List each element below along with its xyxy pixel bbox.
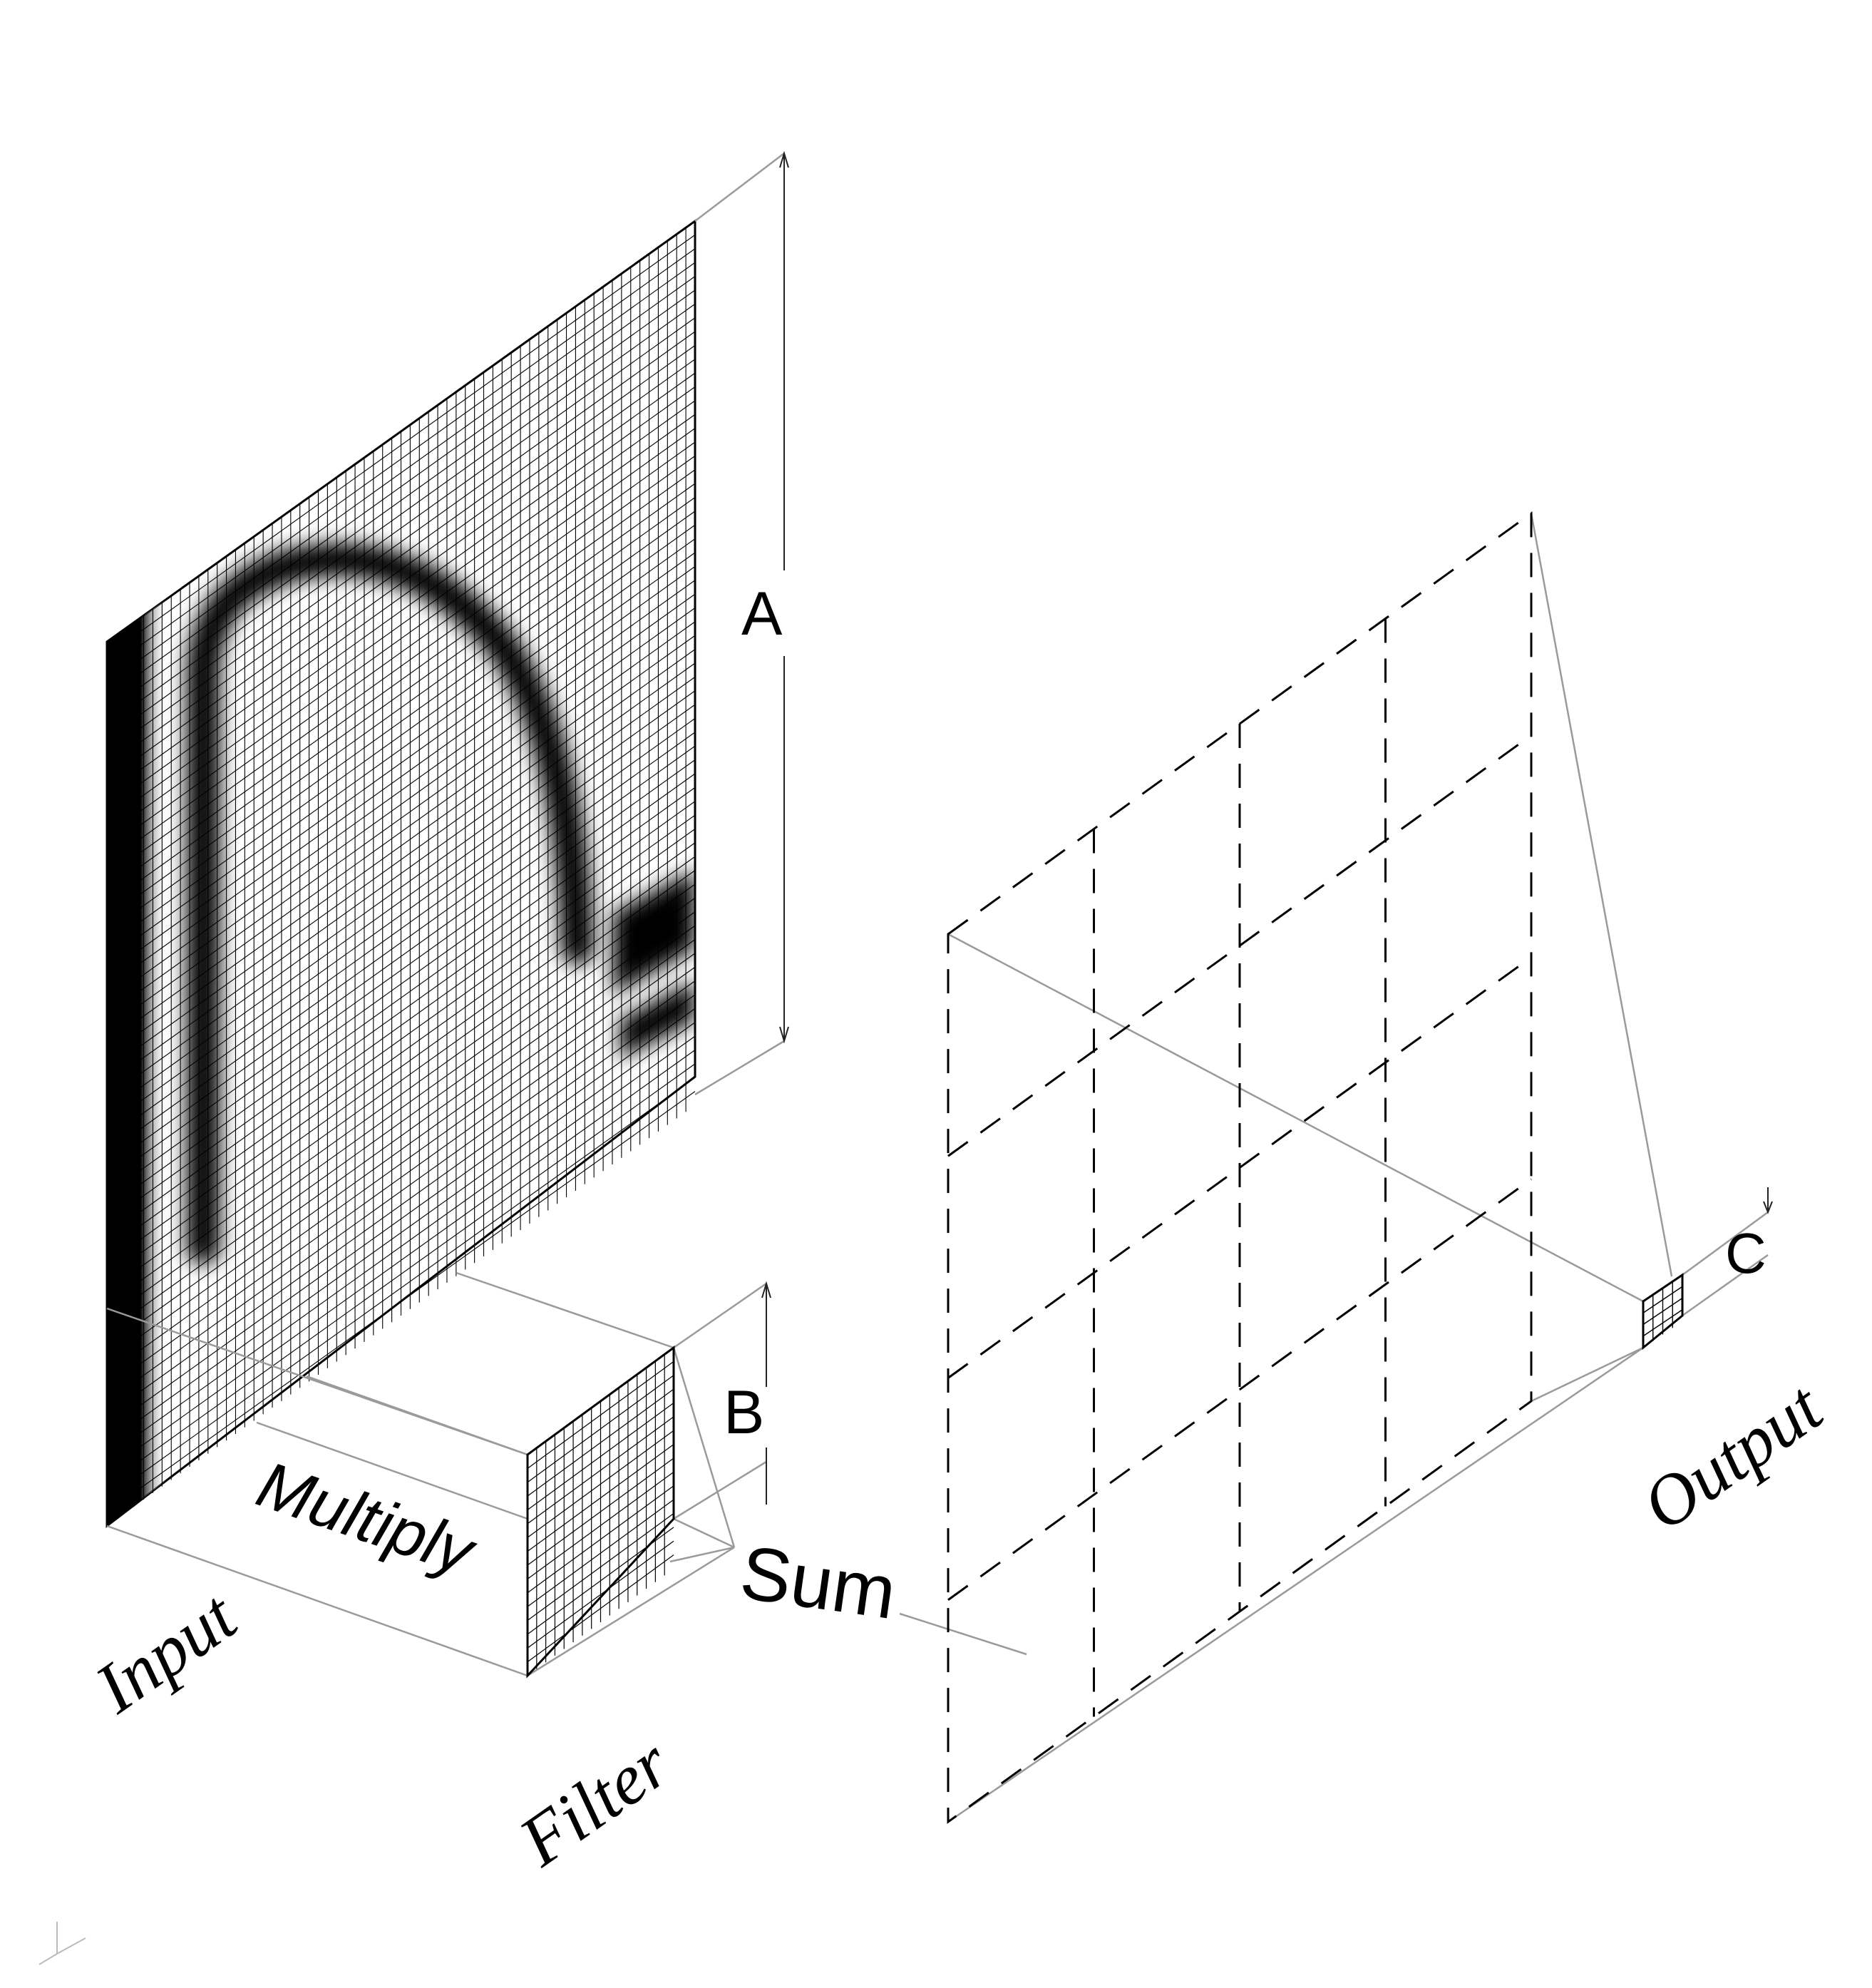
input-grid-line xyxy=(106,1077,696,1499)
dimension-lines xyxy=(761,150,1773,1505)
input-panel xyxy=(106,219,696,1529)
output-plane-grid xyxy=(947,618,1532,1717)
input-grid-line xyxy=(106,842,696,1264)
filter-label: Filter xyxy=(505,1723,684,1882)
input-grid-line xyxy=(106,1050,696,1471)
input-grid-line xyxy=(106,745,696,1167)
input-label: Input xyxy=(81,1576,251,1728)
filter-grid-line xyxy=(527,1527,674,1635)
input-grid-line xyxy=(106,939,696,1361)
sum-label: Sum xyxy=(736,1530,901,1635)
dimension-label-c: C xyxy=(1725,1221,1766,1285)
output-plane-grid-line xyxy=(947,956,1532,1379)
filter-grid-line xyxy=(527,1513,674,1621)
input-grid-line xyxy=(106,1091,696,1513)
input-grid-line xyxy=(106,1022,696,1444)
input-grid-line xyxy=(106,787,696,1209)
input-grid-line xyxy=(106,1035,696,1457)
input-grid-line xyxy=(106,1008,696,1430)
input-grid-line xyxy=(106,732,696,1154)
input-grid-line xyxy=(106,966,696,1388)
output-label: Output xyxy=(1628,1366,1837,1546)
input-grid-line xyxy=(106,980,696,1403)
projection-lines xyxy=(106,153,1769,1823)
dimension-label-a: A xyxy=(741,580,783,648)
output-grid-line xyxy=(1642,1297,1683,1326)
input-grid-line xyxy=(106,1063,696,1485)
filter-grid-line xyxy=(527,1554,674,1663)
input-grid-line xyxy=(106,994,696,1416)
input-grid-line xyxy=(106,662,696,1085)
input-grid-line xyxy=(106,676,696,1098)
input-grid-line xyxy=(106,829,696,1250)
output-grid-line xyxy=(1642,1309,1683,1337)
filter-grid-line xyxy=(527,1471,674,1579)
input-grid-line xyxy=(106,718,696,1139)
output-grid xyxy=(1642,1281,1683,1341)
input-grid-line xyxy=(106,883,696,1306)
dimension-label-b: B xyxy=(724,1378,764,1447)
input-grid-line xyxy=(106,704,696,1126)
input-grid-line xyxy=(106,870,696,1292)
input-grid-line xyxy=(106,897,696,1319)
input-grid-line xyxy=(106,801,696,1223)
filter-grid-line xyxy=(527,1485,674,1594)
input-grid-line xyxy=(106,759,696,1182)
filter-grid xyxy=(527,1354,674,1669)
input-grid-line xyxy=(106,925,696,1347)
filter-grid-line xyxy=(527,1540,674,1649)
output-cell xyxy=(1642,1273,1684,1351)
axis-marker xyxy=(38,1922,86,1965)
input-grid-line xyxy=(106,773,696,1195)
filter-grid-line xyxy=(527,1457,674,1566)
input-grid-line xyxy=(106,856,696,1278)
filter-grid-line xyxy=(527,1499,674,1607)
input-grid-line xyxy=(106,911,696,1333)
input-grid-line xyxy=(106,690,696,1112)
multiply-label: Multiply xyxy=(248,1448,485,1590)
output-plane xyxy=(947,511,1533,1824)
output-plane-grid-line xyxy=(947,1178,1532,1601)
filter-patch xyxy=(526,1346,675,1679)
input-grid-line xyxy=(106,814,696,1236)
input-grid xyxy=(106,227,696,1520)
input-grid-line xyxy=(106,953,696,1375)
